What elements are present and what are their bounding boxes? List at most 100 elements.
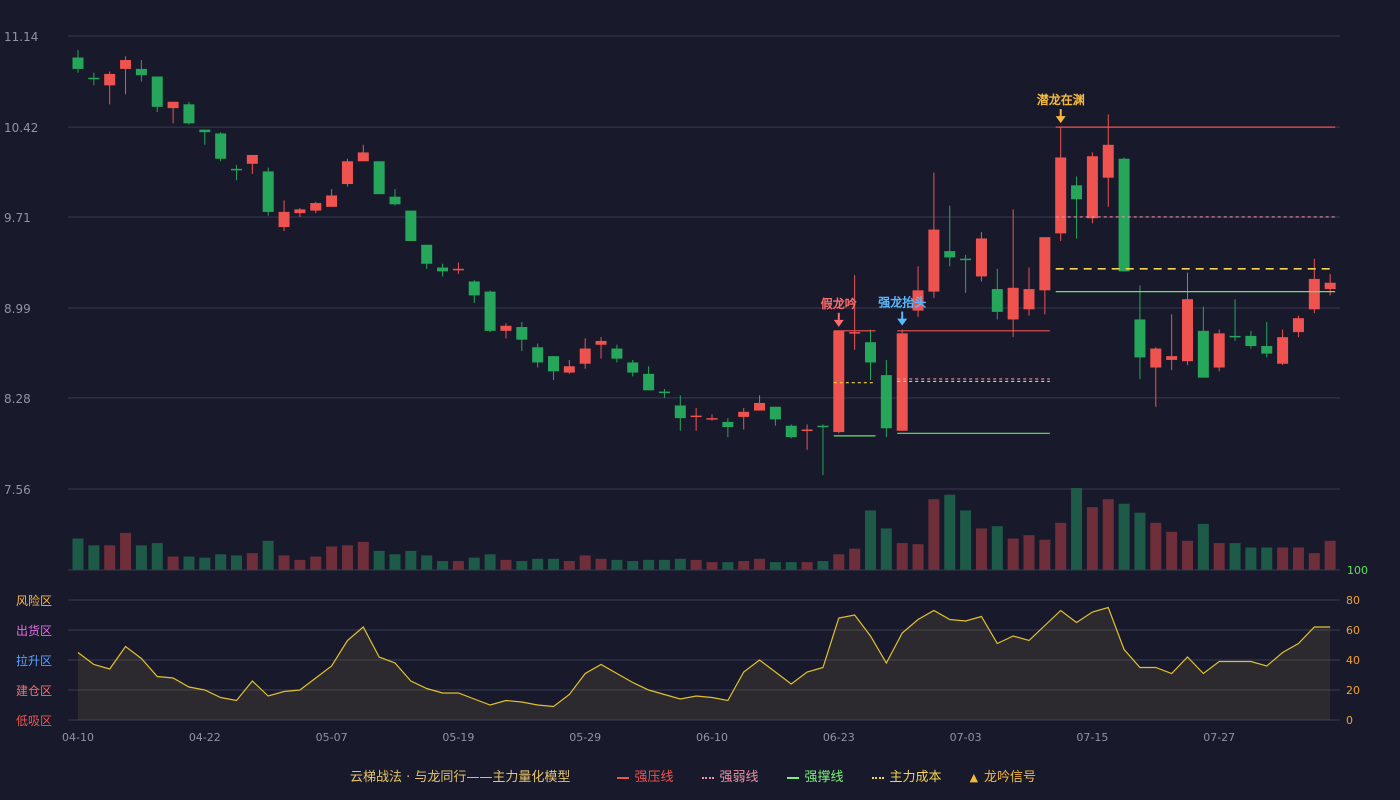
volume-bar	[120, 532, 132, 570]
price-tick-label: 9.71	[4, 211, 31, 225]
candle	[104, 71, 116, 105]
candle	[1261, 321, 1273, 358]
candle-body	[1086, 156, 1098, 219]
volume-bar	[1166, 531, 1178, 570]
candle-body	[817, 425, 829, 428]
volume-bar	[310, 556, 322, 570]
candle-body	[627, 362, 639, 373]
volume-bar	[262, 540, 274, 570]
volume-bar	[880, 528, 892, 570]
candle-body	[88, 77, 100, 80]
volume-bar	[1245, 547, 1257, 570]
volume-bar	[1007, 538, 1019, 570]
candle	[754, 395, 766, 411]
signal-marker: 潜龙在渊	[1037, 92, 1085, 124]
candle-body	[738, 411, 750, 417]
volume-bar	[484, 554, 496, 570]
candle-body	[1039, 237, 1051, 291]
candle	[405, 210, 417, 241]
volume-bar	[548, 558, 559, 570]
candle	[326, 189, 338, 207]
candle	[1086, 152, 1098, 224]
signal-label: 潜龙在渊	[1037, 92, 1085, 107]
candle	[563, 359, 575, 374]
candle-body	[706, 418, 718, 420]
candle-body	[928, 229, 940, 292]
candle	[849, 275, 861, 350]
candle	[690, 408, 702, 431]
signal-marker: 假龙吟	[821, 296, 857, 327]
indicator-polyline	[77, 606, 1331, 708]
candle	[135, 60, 147, 82]
candle	[421, 244, 433, 269]
candle	[1245, 330, 1257, 349]
candle	[72, 49, 84, 73]
candle-body	[548, 356, 559, 372]
candle-body	[975, 238, 987, 277]
candle-body	[231, 168, 242, 171]
candle	[500, 323, 512, 339]
candle	[975, 232, 987, 282]
candle-body	[579, 348, 591, 364]
candle	[865, 329, 876, 381]
legend-title: 云梯战法 · 与龙同行——主力量化模型	[349, 770, 571, 785]
candle	[341, 158, 353, 187]
volume-bar	[1292, 547, 1304, 570]
candle-body	[104, 73, 116, 86]
candle	[167, 101, 179, 124]
candle-body	[199, 129, 211, 133]
legend-swatch	[786, 776, 799, 779]
legend-label: 强压线	[634, 770, 674, 785]
date-tick-label: 04-22	[189, 731, 221, 744]
volume-bar	[960, 510, 972, 570]
candle	[294, 208, 306, 217]
date-tick-label: 05-29	[569, 731, 601, 744]
volume-bar	[1308, 553, 1320, 570]
candle-body	[437, 267, 449, 272]
candle	[120, 56, 132, 95]
volume-bar	[278, 555, 290, 570]
zone-label: 低吸区	[16, 714, 52, 728]
candle	[1197, 306, 1209, 378]
zone-label: 风险区	[16, 593, 52, 608]
candle-body	[833, 330, 845, 433]
legend-swatch	[616, 776, 629, 779]
date-tick-label: 07-15	[1076, 731, 1108, 744]
candle-body	[373, 161, 385, 195]
legend-label: 强撑线	[804, 770, 844, 785]
signal-markers: 假龙吟 强龙抬头 潜龙在渊	[821, 92, 1085, 327]
volume-bar	[500, 559, 512, 570]
indicator-area	[78, 607, 1331, 720]
candle-body	[357, 152, 369, 162]
volume-bar	[991, 526, 1003, 570]
candle-body	[769, 406, 781, 420]
candle	[1039, 237, 1051, 315]
candle	[880, 359, 892, 438]
candle-body	[1213, 333, 1225, 368]
candle-body	[722, 421, 734, 427]
candle-body	[849, 332, 861, 334]
volume-bar	[1055, 522, 1067, 570]
candle	[785, 424, 797, 439]
candle	[579, 338, 591, 369]
candle-body	[1007, 287, 1019, 320]
volume-bar	[1102, 499, 1114, 570]
candle	[437, 263, 449, 277]
volume-bar	[167, 556, 179, 570]
candle-body	[643, 373, 655, 391]
candle-body	[865, 342, 876, 363]
volume-bar	[357, 541, 369, 570]
price-axis: 7.56 8.28 8.99 9.71 10.42 11.14	[4, 30, 38, 497]
candle	[246, 154, 258, 174]
volume-bar	[975, 528, 987, 570]
candle	[833, 330, 845, 434]
candle	[1292, 315, 1304, 338]
candle	[738, 408, 750, 430]
candle	[468, 280, 480, 303]
signal-arrow-icon	[833, 319, 844, 327]
candle-body	[516, 327, 528, 340]
candle	[722, 418, 734, 438]
volume-bar	[944, 494, 956, 570]
candle-body	[310, 203, 322, 211]
